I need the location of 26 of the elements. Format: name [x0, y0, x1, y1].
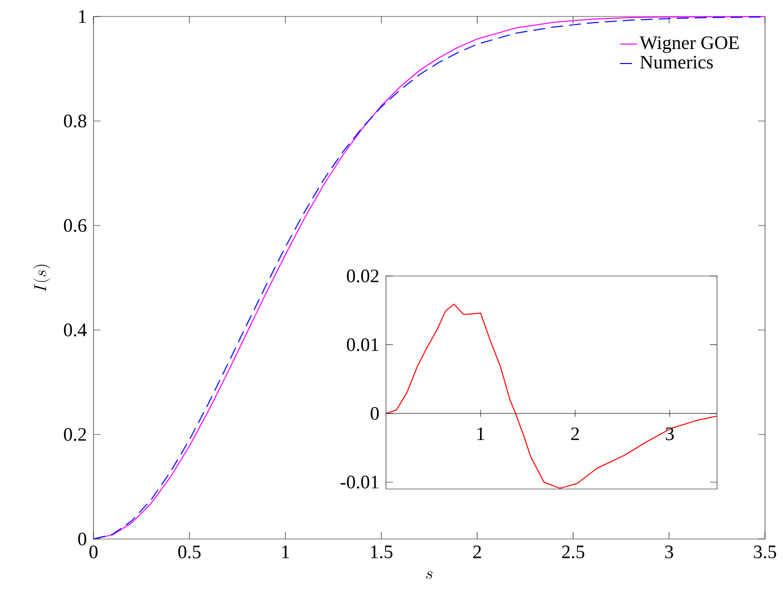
x-tick-label: 3: [666, 427, 674, 440]
y-tick-label: 0.4: [64, 324, 87, 336]
y-axis-title: $I(s)$: [33, 264, 50, 292]
x-tick-label: 0: [89, 546, 98, 558]
y-tick-label: 1: [79, 10, 86, 23]
y-tick-label: 0.01: [346, 338, 378, 352]
y-tick-label: -0.01: [340, 476, 378, 489]
y-tick-label: 0.2: [64, 428, 86, 441]
x-tick-label: 2.5: [562, 546, 584, 558]
line-series: [386, 304, 718, 489]
x-tick-label: 0.5: [178, 546, 201, 558]
x-tick-label: 1.5: [371, 546, 392, 558]
y-tick-label: 0: [370, 407, 379, 420]
y-tick-label: 0: [78, 532, 86, 546]
x-tick-label: 2: [571, 427, 579, 440]
y-tick-label: 0.8: [64, 114, 86, 128]
x-tick-label: 3: [665, 546, 674, 558]
x-axis-title: $s$: [426, 571, 432, 579]
y-tick-label: 0.02: [346, 270, 378, 282]
y-tick-label: 0.6: [64, 219, 86, 232]
x-tick-label: 3.5: [754, 546, 776, 558]
x-tick-label: 2: [473, 546, 481, 558]
legend-label: Wigner GOE: [640, 36, 739, 54]
x-tick-label: 1: [477, 427, 484, 440]
legend-label: Numerics: [640, 56, 713, 69]
x-tick-label: 1: [282, 546, 289, 558]
